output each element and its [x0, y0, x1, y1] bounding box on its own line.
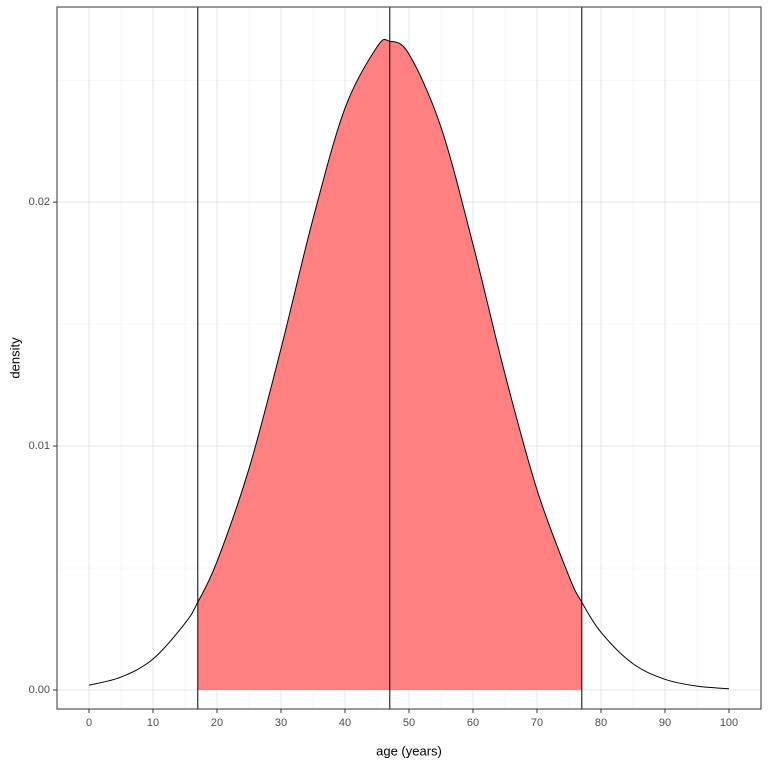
y-axis-title: density [7, 337, 22, 379]
x-tick-label: 50 [403, 717, 415, 729]
y-tick-label: 0.02 [29, 196, 50, 208]
x-tick-label: 90 [659, 717, 671, 729]
marks [88, 7, 730, 709]
x-tick-label: 10 [147, 717, 159, 729]
y-tick-label: 0.01 [29, 440, 50, 452]
x-tick-label: 40 [339, 717, 351, 729]
density-line [88, 38, 730, 690]
x-tick-label: 80 [595, 717, 607, 729]
x-tick-label: 0 [86, 717, 92, 729]
x-axis-title: age (years) [376, 743, 442, 758]
x-tick-label: 100 [720, 717, 738, 729]
y-tick-label: 0.00 [29, 684, 50, 696]
x-tick-label: 70 [531, 717, 543, 729]
x-tick-label: 30 [275, 717, 287, 729]
x-tick-label: 20 [211, 717, 223, 729]
x-tick-label: 60 [467, 717, 479, 729]
